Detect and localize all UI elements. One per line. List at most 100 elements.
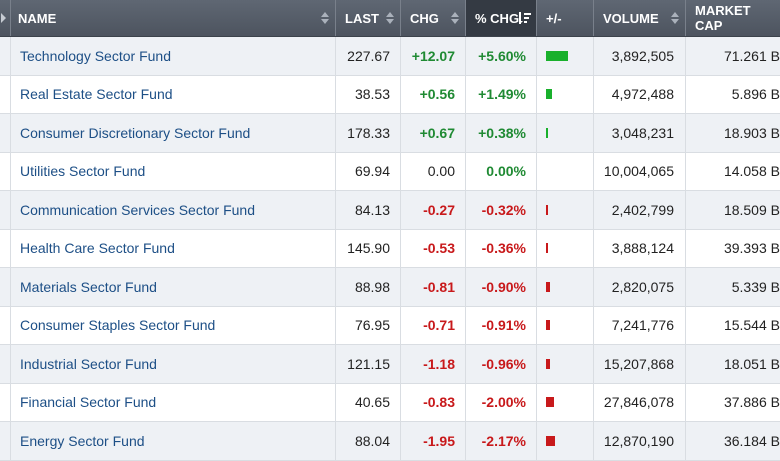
fund-name-cell[interactable]: Energy Sector Fund — [11, 422, 336, 460]
fund-name-cell[interactable]: Consumer Staples Sector Fund — [11, 306, 336, 344]
change-value: -0.27 — [423, 201, 455, 218]
market-cap-cell: 5.896 B — [686, 76, 780, 114]
fund-name-link[interactable]: Technology Sector Fund — [20, 47, 171, 64]
change-cell: +12.07 — [401, 37, 466, 75]
sort-icon — [386, 12, 394, 24]
fund-name-link[interactable]: Energy Sector Fund — [20, 432, 145, 449]
change-cell: -0.71 — [401, 306, 466, 344]
last-price: 145.90 — [347, 240, 390, 257]
table-row[interactable]: Materials Sector Fund 88.98 -0.81 -0.90% 2,8… — [0, 268, 780, 307]
table-row[interactable]: Communication Services Sector Fund 84.13 -… — [0, 191, 780, 230]
change-value: -0.81 — [423, 278, 455, 295]
market-cap-cell: 36.184 B — [686, 422, 780, 460]
fund-name-link[interactable]: Consumer Discretionary Sector Fund — [20, 124, 251, 141]
fund-name-cell[interactable]: Health Care Sector Fund — [11, 229, 336, 267]
sort-icon — [451, 12, 459, 24]
fund-name-cell[interactable]: Technology Sector Fund — [11, 37, 336, 75]
last-price-cell: 178.33 — [336, 114, 401, 152]
change-cell: -0.27 — [401, 191, 466, 229]
table-row[interactable]: Financial Sector Fund 40.65 -0.83 -2.00% 27,… — [0, 383, 780, 422]
row-edge — [0, 383, 11, 421]
volume-cell: 3,048,231 — [594, 114, 686, 152]
table-row[interactable]: Utilities Sector Fund 69.94 0.00 0.00% 10,00… — [0, 152, 780, 191]
row-edge — [0, 191, 11, 229]
column-header-pct-chg[interactable]: % CHG — [466, 0, 537, 36]
last-price: 76.95 — [354, 317, 390, 334]
fund-name-link[interactable]: Utilities Sector Fund — [20, 163, 146, 180]
sort-arrow-icon — [1, 13, 6, 23]
fund-name-link[interactable]: Materials Sector Fund — [20, 278, 157, 295]
market-cap-value: 71.261 B — [723, 47, 780, 64]
market-cap-value: 5.339 B — [731, 278, 780, 295]
table-row[interactable]: Technology Sector Fund 227.67 +12.07 +5.60%… — [0, 37, 780, 76]
table-row[interactable]: Industrial Sector Fund 121.15 -1.18 -0.96% 1… — [0, 345, 780, 384]
volume-cell: 3,888,124 — [594, 229, 686, 267]
fund-name-link[interactable]: Health Care Sector Fund — [20, 240, 175, 257]
pct-change-value: -0.32% — [481, 201, 526, 218]
column-label-pct-chg: % CHG — [475, 10, 520, 26]
table-row[interactable]: Health Care Sector Fund 145.90 -0.53 -0.36%… — [0, 229, 780, 268]
market-cap-value: 15.544 B — [723, 317, 780, 334]
fund-name-link[interactable]: Communication Services Sector Fund — [20, 201, 255, 218]
pct-change-cell: -0.96% — [466, 345, 537, 383]
change-bar — [546, 435, 555, 446]
column-header-name[interactable]: NAME — [11, 0, 336, 36]
change-value: -0.53 — [423, 240, 455, 257]
fund-name-cell[interactable]: Utilities Sector Fund — [11, 152, 336, 190]
fund-name-cell[interactable]: Communication Services Sector Fund — [11, 191, 336, 229]
row-edge — [0, 422, 11, 460]
volume-cell: 27,846,078 — [594, 383, 686, 421]
pct-change-cell: -0.91% — [466, 306, 537, 344]
fund-name-cell[interactable]: Consumer Discretionary Sector Fund — [11, 114, 336, 152]
market-cap-value: 36.184 B — [723, 432, 780, 449]
volume-cell: 4,972,488 — [594, 75, 686, 113]
table-row[interactable]: Consumer Discretionary Sector Fund 178.33… — [0, 114, 780, 153]
fund-name-link[interactable]: Consumer Staples Sector Fund — [20, 317, 216, 334]
market-cap-cell: 18.903 B — [686, 114, 780, 152]
column-header-last[interactable]: LAST — [336, 0, 401, 36]
fund-name-cell[interactable]: Real Estate Sector Fund — [11, 75, 336, 113]
fund-name-link[interactable]: Industrial Sector Fund — [20, 355, 157, 372]
column-label-chg: CHG — [410, 10, 439, 26]
fund-name-link[interactable]: Real Estate Sector Fund — [20, 86, 173, 103]
market-cap-value: 18.903 B — [723, 124, 780, 141]
market-cap-value: 14.058 B — [723, 163, 780, 180]
last-price-cell: 121.15 — [336, 345, 401, 383]
pct-change-value: -0.96% — [481, 355, 526, 372]
table-row[interactable]: Energy Sector Fund 88.04 -1.95 -2.17% 12,870… — [0, 422, 780, 461]
change-value: -0.71 — [423, 317, 455, 334]
sort-icon — [321, 12, 329, 24]
volume-cell: 7,241,776 — [594, 306, 686, 344]
market-cap-cell: 37.886 B — [686, 384, 780, 422]
column-header-plus-minus[interactable]: +/- — [537, 0, 594, 36]
market-cap-cell: 18.509 B — [686, 191, 780, 229]
last-price-cell: 38.53 — [336, 75, 401, 113]
change-value: +12.07 — [411, 47, 455, 64]
volume-value: 3,888,124 — [611, 240, 674, 257]
row-edge — [0, 152, 11, 190]
column-header-chg[interactable]: CHG — [401, 0, 466, 36]
pct-change-cell: -0.36% — [466, 229, 537, 267]
fund-name-link[interactable]: Financial Sector Fund — [20, 394, 157, 411]
fund-name-cell[interactable]: Industrial Sector Fund — [11, 345, 336, 383]
change-value: 0.00 — [427, 163, 455, 180]
table-row[interactable]: Consumer Staples Sector Fund 76.95 -0.71 -0… — [0, 306, 780, 345]
change-cell: -0.83 — [401, 383, 466, 421]
pct-change-cell: -0.32% — [466, 191, 537, 229]
change-bar-cell — [537, 114, 594, 152]
change-bar — [546, 204, 548, 215]
fund-name-cell[interactable]: Financial Sector Fund — [11, 383, 336, 421]
change-bar-cell — [537, 191, 594, 229]
column-header-volume[interactable]: VOLUME — [594, 0, 686, 36]
header-left-edge[interactable] — [0, 0, 11, 36]
last-price: 227.67 — [347, 47, 390, 64]
pct-change-value: +0.38% — [478, 124, 526, 141]
column-header-market-cap[interactable]: MARKET CAP — [686, 0, 780, 36]
change-value: -0.83 — [423, 394, 455, 411]
change-bar-cell — [537, 383, 594, 421]
table-row[interactable]: Real Estate Sector Fund 38.53 +0.56 +1.49% 4… — [0, 75, 780, 114]
change-bar — [546, 243, 548, 254]
pct-change-value: -2.17% — [481, 432, 526, 449]
fund-name-cell[interactable]: Materials Sector Fund — [11, 268, 336, 306]
last-price: 88.04 — [354, 432, 390, 449]
